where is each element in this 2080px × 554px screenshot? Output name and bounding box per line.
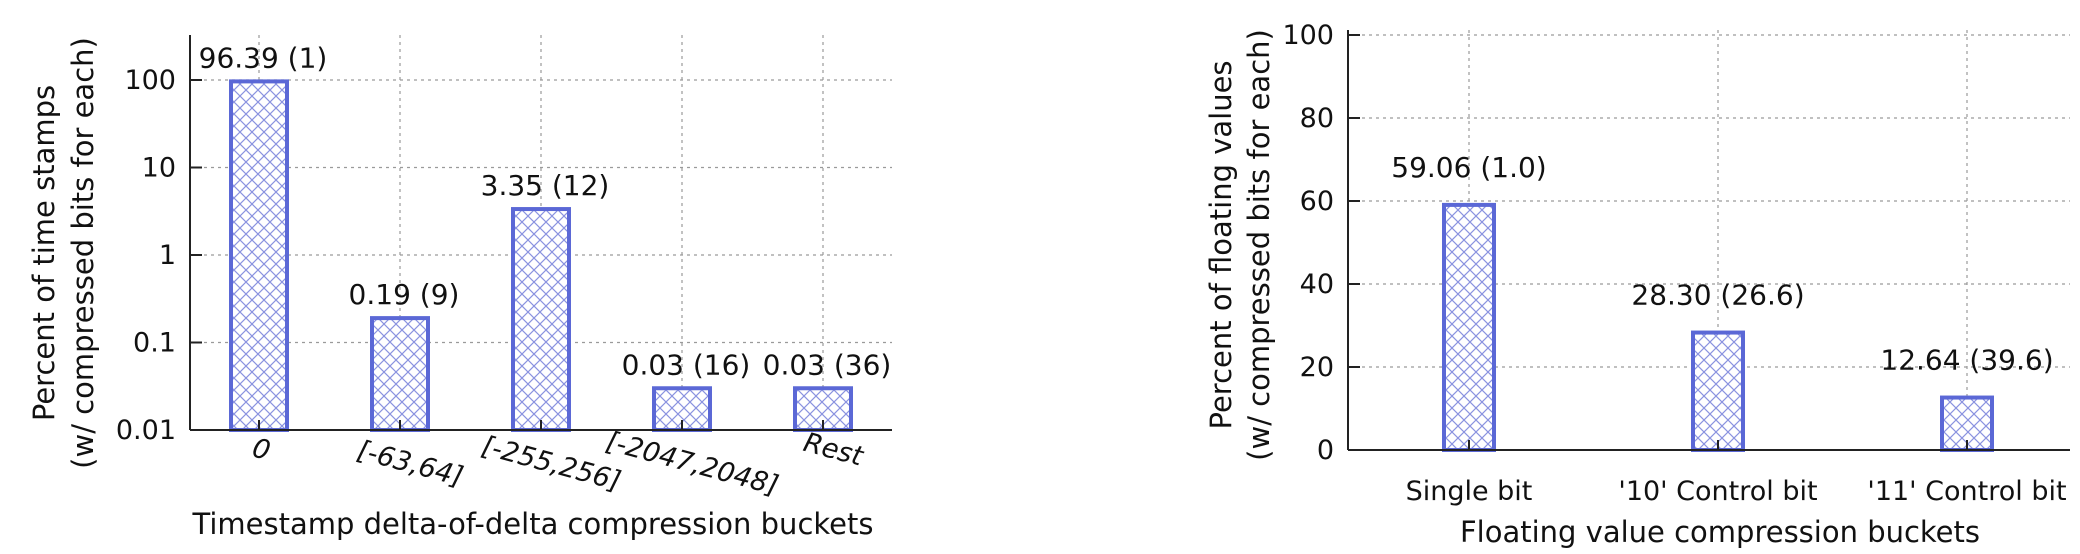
chart2-y-tick-label: 20 xyxy=(1300,352,1334,383)
chart1-y-tick-label: 0.01 xyxy=(116,415,176,446)
chart1-bar xyxy=(229,79,289,432)
chart1-y-tick-label: 0.1 xyxy=(133,328,176,359)
chart1-y-tick-label: 100 xyxy=(124,65,176,96)
chart1-y-tick-label: 10 xyxy=(142,153,176,184)
chart2-y-tick-label: 100 xyxy=(1282,20,1334,51)
chart1-bar xyxy=(511,207,571,432)
chart1-x-tick-label: 0 xyxy=(249,433,274,467)
timestamp-chart: 0.01 0.1 1 10 100 0 [-63,64] [-255,256][-2047,… xyxy=(27,35,892,541)
chart1-data-label: 0.03 (36) xyxy=(763,348,892,381)
chart1-y-axis-title-line1: Percent of time stamps xyxy=(27,85,61,421)
chart2-x-tick-label: Single bit xyxy=(1406,476,1533,507)
chart2-data-labels: 59.06 (1.0) 28.30 (26.6) 12.64 (39.6) xyxy=(1391,151,2053,377)
chart2-y-tick-label: 60 xyxy=(1300,186,1334,217)
chart1-x-axis-title: Timestamp delta-of-delta compression buc… xyxy=(192,507,874,541)
chart2-x-tick-label: '11' Control bit xyxy=(1867,476,2066,507)
chart1-x-tick-label: [-2047,2048] xyxy=(603,426,782,502)
chart2-bar xyxy=(1442,202,1496,452)
chart2-x-tick-label: '10' Control bit xyxy=(1618,476,1817,507)
floating-value-chart: 0 20 40 60 80 100 Single bit '10' Control bit '… xyxy=(1204,20,2070,549)
chart2-data-label: 59.06 (1.0) xyxy=(1391,151,1546,184)
chart2-y-tick-label: 40 xyxy=(1300,269,1334,300)
chart2-y-ticks: 0 20 40 60 80 100 xyxy=(1282,20,1360,466)
chart1-bar xyxy=(370,316,430,433)
chart1-data-label: 96.39 (1) xyxy=(199,41,328,74)
chart2-x-axis-title: Floating value compression buckets xyxy=(1460,515,1980,549)
chart2-y-axis-title-line1: Percent of floating values xyxy=(1204,60,1238,429)
chart2-y-tick-label: 80 xyxy=(1300,103,1334,134)
chart1-data-label: 0.03 (16) xyxy=(622,348,751,381)
chart2-data-label: 12.64 (39.6) xyxy=(1880,344,2053,377)
chart2-x-ticks: Single bit '10' Control bit '11' Control b… xyxy=(1406,440,2067,507)
chart2-y-axis-title-line2: (w/ compressed bits for each) xyxy=(1242,29,1276,461)
chart1-data-label: 0.19 (9) xyxy=(349,278,460,311)
chart1-y-axis-title-line2: (w/ compressed bits for each) xyxy=(66,37,100,469)
chart2-y-tick-label: 0 xyxy=(1317,435,1334,466)
chart1-x-ticks: 0 [-63,64] [-255,256][-2047,2048] Rest xyxy=(249,420,868,502)
chart2-data-label: 28.30 (26.6) xyxy=(1631,279,1804,312)
chart2-bar xyxy=(1691,330,1745,452)
chart1-data-label: 3.35 (12) xyxy=(481,169,610,202)
chart1-x-tick-label: [-255,256] xyxy=(478,430,624,497)
chart1-bars xyxy=(229,79,853,433)
chart1-x-tick-label: [-63,64] xyxy=(354,435,466,493)
chart1-y-ticks: 0.01 0.1 1 10 100 xyxy=(116,65,202,446)
chart1-data-labels: 96.39 (1) 0.19 (9) 3.35 (12) 0.03 (16) 0.03 … xyxy=(199,41,892,381)
chart1-x-tick-label: Rest xyxy=(800,427,867,473)
chart1-y-tick-label: 1 xyxy=(159,240,176,271)
